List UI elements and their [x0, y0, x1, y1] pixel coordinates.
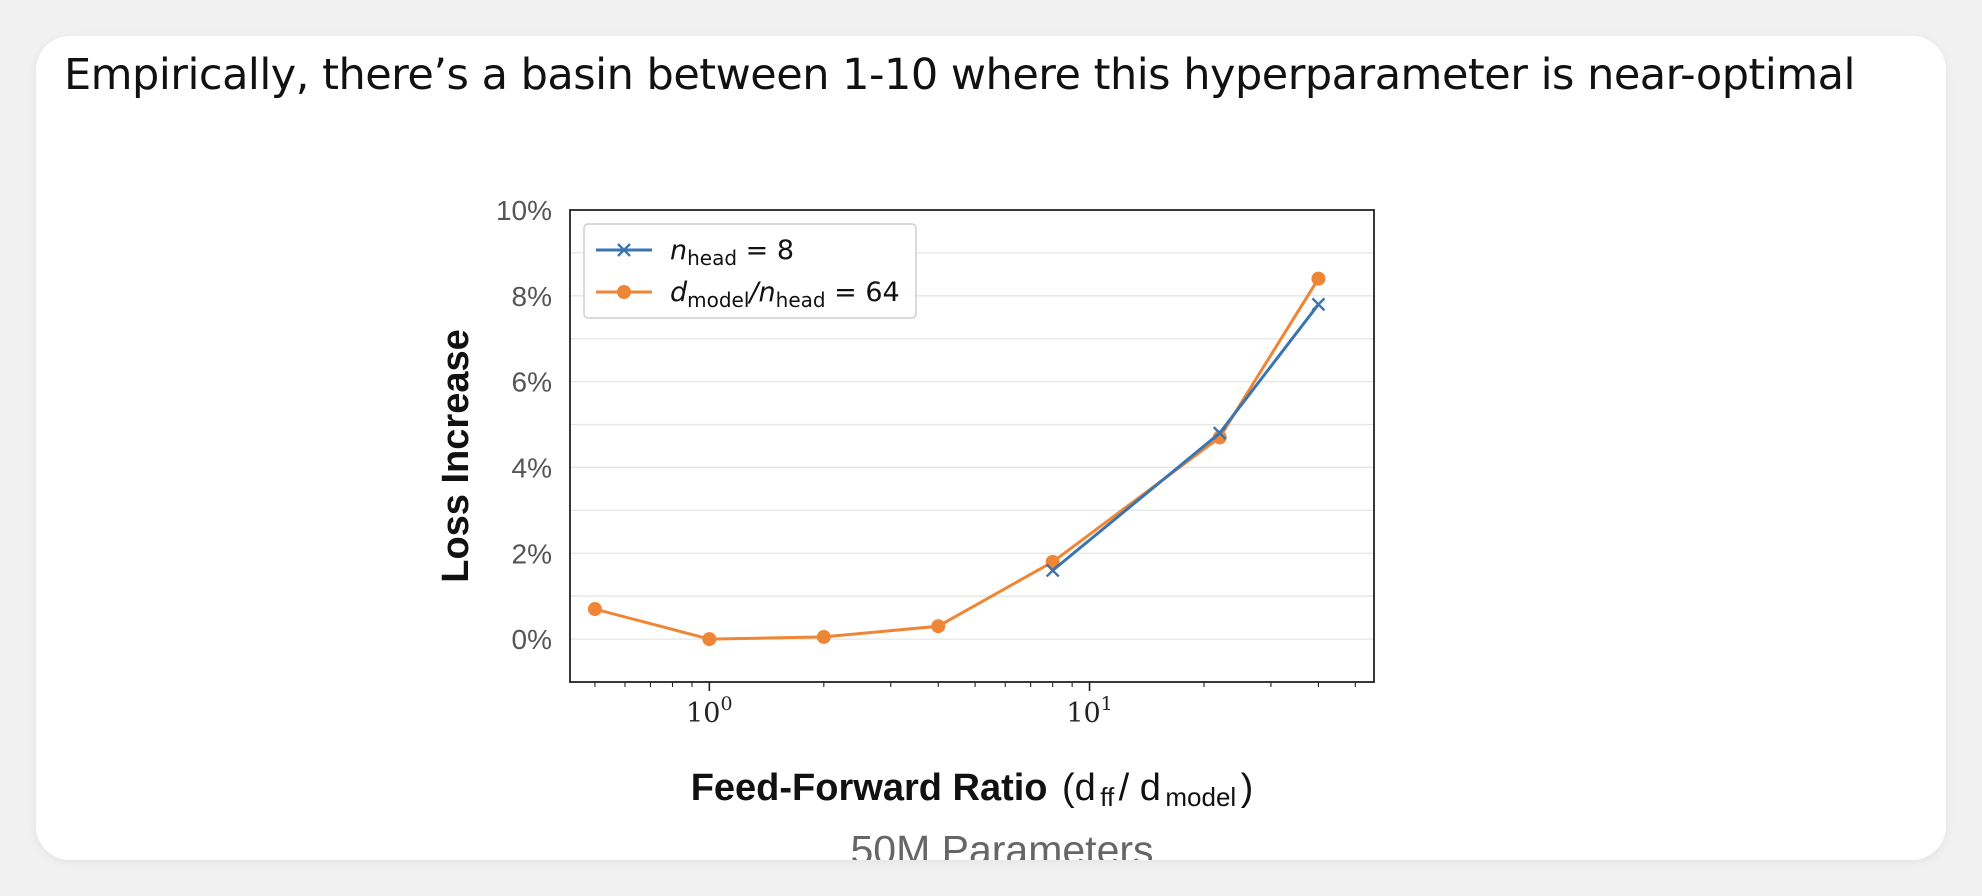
series	[587, 271, 1326, 647]
x-axis-ticks: 100 101	[594, 682, 1356, 729]
data-point	[1212, 430, 1227, 445]
data-point	[931, 619, 946, 634]
y-tick-label: 0%	[512, 624, 552, 655]
x-axis-label-slash: / d	[1119, 767, 1161, 809]
data-point	[1311, 297, 1326, 312]
slide-card: Empirically, there’s a basin between 1-1…	[36, 36, 1946, 860]
y-tick-label: 10%	[496, 195, 552, 226]
x-axis-label: Feed-Forward Ratio (d ff / d model )	[691, 767, 1254, 812]
x-axis-label-ff: ff	[1100, 782, 1115, 812]
data-point	[816, 629, 831, 644]
data-point	[1311, 271, 1326, 286]
series-nhead-8	[1045, 297, 1326, 578]
y-tick-label: 8%	[512, 281, 552, 312]
slide-title: Empirically, there’s a basin between 1-1…	[64, 50, 1855, 100]
plot-frame	[569, 209, 1375, 683]
chart: 0% 2% 4% 6% 8% 10% 100 101 nhead = 8 dmodel/nhe…	[435, 195, 1375, 860]
x-axis-label-paren: (d	[1062, 767, 1096, 809]
series-line	[594, 277, 1320, 641]
y-tick-label: 4%	[512, 452, 552, 483]
y-axis-label: Loss Increase	[435, 329, 477, 582]
grid	[570, 209, 1374, 683]
data-point	[587, 602, 602, 617]
y-axis-ticks: 0% 2% 4% 6% 8% 10%	[496, 195, 552, 655]
y-tick-label: 2%	[512, 538, 552, 569]
x-tick-label: 100	[686, 693, 732, 729]
x-axis-label-model: model	[1165, 782, 1236, 812]
data-point	[1045, 563, 1060, 578]
legend-entry: dmodel/nhead = 64	[596, 277, 900, 312]
data-point	[702, 632, 717, 647]
legend: nhead = 8 dmodel/nhead = 64	[583, 223, 917, 319]
x-tick-label: 101	[1066, 693, 1112, 729]
chart-caption: 50M Parameters	[850, 827, 1153, 860]
legend-label: nhead = 8	[670, 235, 794, 270]
legend-box	[583, 223, 917, 319]
series-dmodel-nhead-64	[587, 271, 1326, 647]
y-tick-label: 6%	[512, 367, 552, 398]
x-axis-label-close: )	[1241, 767, 1254, 809]
legend-label: dmodel/nhead = 64	[670, 277, 900, 312]
data-point	[1212, 426, 1227, 440]
legend-entry: nhead = 8	[596, 235, 794, 270]
x-axis-label-bold: Feed-Forward Ratio	[691, 767, 1048, 809]
